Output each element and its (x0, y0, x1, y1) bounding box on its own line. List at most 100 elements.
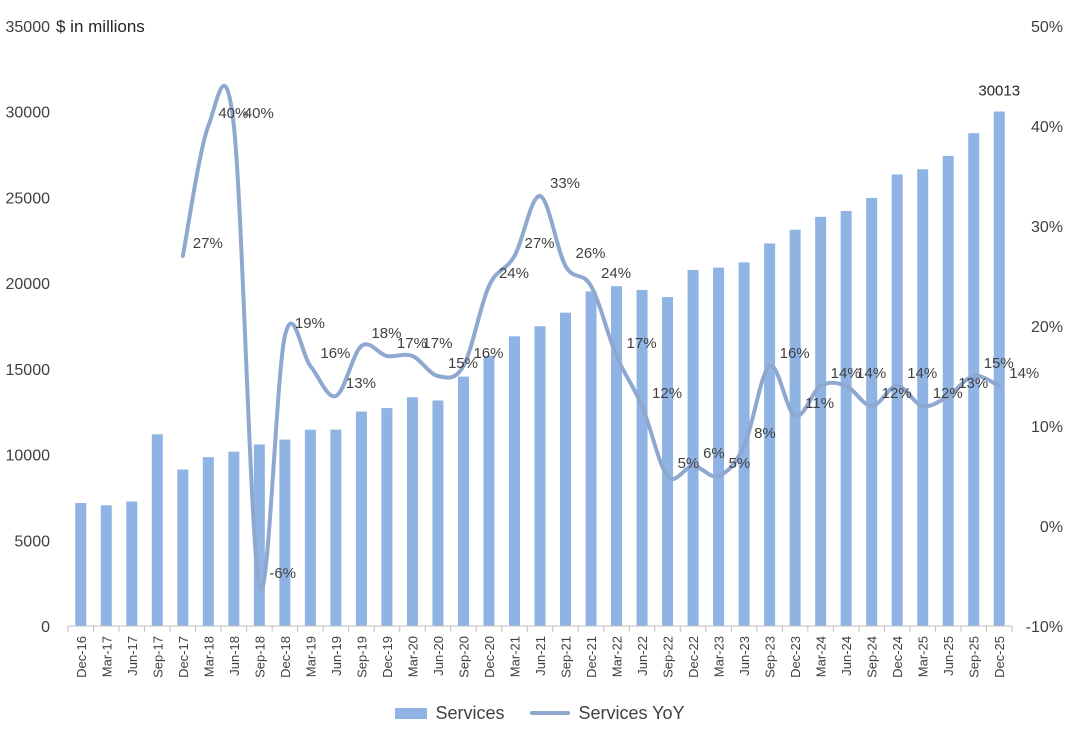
bar-Mar-18 (202, 457, 214, 626)
x-tick-label: Jun-23 (737, 636, 752, 676)
bar-Sep-21 (560, 312, 572, 626)
x-tick-label: Sep-22 (661, 636, 676, 678)
x-tick-label: Jun-18 (227, 636, 242, 676)
yoy-data-label: 13% (958, 375, 988, 392)
x-tick-label: Sep-17 (150, 636, 165, 678)
x-tick-label: Sep-23 (763, 636, 778, 678)
bar-Sep-20 (457, 376, 469, 626)
x-tick-label: Mar-21 (507, 636, 522, 677)
bars-layer (75, 111, 1005, 627)
bar-Jun-22 (636, 289, 648, 626)
legend-item-services: Services (395, 703, 504, 724)
y-left-tick-label: 15000 (6, 362, 51, 379)
bar-Jun-20 (432, 400, 444, 626)
y-left-tick-label: 30000 (6, 105, 51, 122)
x-tick-label: Jun-19 (329, 636, 344, 676)
bar-Mar-24 (815, 216, 827, 626)
yoy-data-label: 40% (244, 105, 274, 122)
x-tick-label: Sep-20 (456, 636, 471, 678)
x-tick-label: Mar-19 (303, 636, 318, 677)
x-tick-label: Dec-21 (584, 636, 599, 678)
yoy-data-label: 18% (371, 325, 401, 342)
y-left-tick-label: 20000 (6, 276, 51, 293)
bar-Sep-24 (866, 197, 878, 626)
y-left-unit-label: $ in millions (56, 17, 145, 36)
x-tick-label: Jun-24 (839, 636, 854, 676)
x-tick-label: Dec-19 (380, 636, 395, 678)
legend: Services Services YoY (0, 700, 1080, 726)
x-tick-label: Mar-17 (99, 636, 114, 677)
bar-Mar-22 (611, 286, 623, 626)
y-right-tick-label: 0% (1040, 519, 1063, 536)
x-tick-label: Jun-17 (125, 636, 140, 676)
x-tick-label: Mar-24 (814, 636, 829, 677)
axis-layer: 0 5000 10000 15000 20000 25000 30000 35000 $ in … (6, 17, 1064, 678)
y-right-tick-label: 50% (1031, 19, 1063, 36)
y-left-tick-label: 35000 (6, 19, 51, 36)
bar-Dec-19 (381, 408, 393, 626)
yoy-data-label: 11% (805, 395, 834, 412)
bar-Dec-22 (687, 270, 699, 626)
bar-Dec-17 (177, 469, 189, 626)
y-left-tick-label: 10000 (6, 448, 51, 465)
x-tick-label: Mar-25 (916, 636, 931, 677)
bar-Dec-20 (483, 355, 495, 626)
yoy-data-label: 16% (473, 345, 503, 362)
yoy-data-label: 19% (295, 315, 325, 332)
legend-swatch-bar (395, 707, 428, 719)
yoy-data-label: 12% (933, 385, 963, 402)
legend-label-services-yoy: Services YoY (578, 702, 685, 723)
yoy-data-label: 8% (754, 425, 776, 442)
labels-layer: 3001327%40%40%-6%19%16%13%18%17%17%15%16… (193, 82, 1039, 582)
yoy-data-label: 15% (448, 355, 478, 372)
bar-Jun-21 (534, 326, 546, 626)
bar-Jun-19 (330, 429, 342, 626)
yoy-data-label: 13% (346, 375, 376, 392)
bar-Mar-21 (508, 336, 520, 626)
y-right-tick-label: 20% (1031, 319, 1063, 336)
y-right-tick-label: 10% (1031, 419, 1063, 436)
x-tick-label: Mar-22 (610, 636, 625, 677)
yoy-data-label: 24% (601, 265, 631, 282)
x-tick-label: Dec-23 (788, 636, 803, 678)
legend-swatch-line (530, 711, 571, 715)
y-left-tick-label: 5000 (14, 533, 50, 550)
bar-Mar-23 (713, 267, 725, 626)
yoy-data-label: 16% (320, 345, 350, 362)
x-tick-label: Sep-18 (252, 636, 267, 678)
y-right-tick-label: 30% (1031, 219, 1063, 236)
legend-label-services: Services (435, 702, 505, 723)
bar-Dec-25 (993, 111, 1005, 626)
x-tick-label: Dec-24 (890, 636, 905, 678)
bar-Jun-18 (228, 451, 240, 626)
x-tick-label: Sep-21 (559, 636, 574, 678)
yoy-data-label: 40% (218, 105, 248, 122)
bar-Sep-17 (151, 434, 163, 626)
x-tick-label: Mar-20 (405, 636, 420, 677)
x-tick-label: Sep-24 (865, 636, 880, 678)
bar-Dec-18 (279, 439, 291, 626)
bar-Sep-22 (662, 297, 674, 626)
bar-Dec-24 (891, 174, 903, 626)
yoy-data-label: 33% (550, 175, 580, 192)
legend-item-services-yoy: Services YoY (530, 702, 685, 724)
yoy-data-label: -6% (269, 565, 296, 582)
bar-Jun-25 (942, 155, 954, 627)
line-layer (180, 83, 1002, 592)
yoy-data-label: 17% (422, 335, 452, 352)
y-left-tick-label: 0 (41, 619, 50, 636)
x-tick-label: Jun-22 (635, 636, 650, 676)
bar-Mar-20 (406, 397, 418, 626)
yoy-data-label: 24% (499, 265, 529, 282)
bar-Dec-23 (789, 229, 801, 627)
bar-Sep-18 (253, 444, 265, 626)
bar-Dec-21 (585, 291, 597, 626)
yoy-data-label: 12% (882, 385, 912, 402)
x-tick-label: Mar-23 (712, 636, 727, 677)
yoy-data-label: 5% (678, 455, 700, 472)
yoy-data-label: 17% (627, 335, 657, 352)
x-tick-label: Dec-17 (176, 636, 191, 678)
yoy-data-label: 14% (907, 365, 937, 382)
